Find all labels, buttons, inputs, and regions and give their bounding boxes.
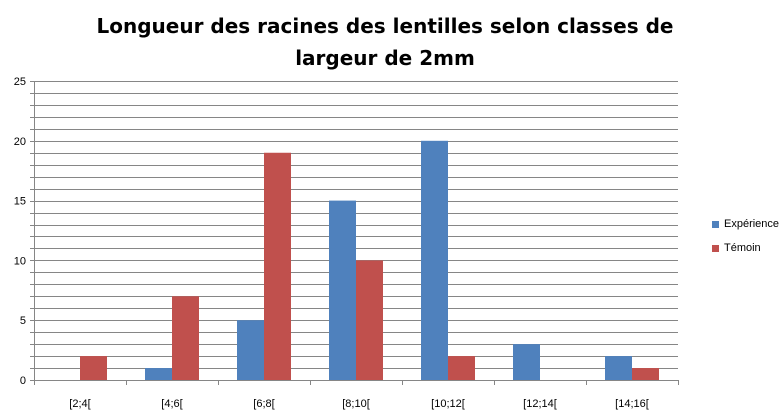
x-axis-ticks: [2;4[ [4;6[ [6;8[ [8;10[ [10;12[ [12;14[ [14;1… [69, 398, 649, 410]
x-tick-label: [4;6[ [161, 398, 182, 410]
legend-label-experience: Expérience [724, 218, 780, 230]
y-tick-label: 5 [20, 315, 26, 327]
bar-temoin [264, 152, 291, 380]
legend-label-temoin: Témoin [724, 242, 761, 254]
legend-item-temoin: Témoin [712, 236, 779, 260]
legend: Expérience Témoin [712, 212, 779, 260]
bar-temoin [172, 296, 199, 380]
bar-experience [513, 344, 540, 380]
bar-experience [145, 368, 172, 380]
bars [80, 140, 659, 380]
x-tick-label: [2;4[ [69, 398, 90, 410]
chart-title: Longueur des racines des lentilles selon… [96, 14, 674, 70]
legend-item-experience: Expérience [712, 212, 779, 236]
y-tick-label: 0 [20, 375, 26, 387]
bar-temoin [80, 356, 107, 380]
x-tick-label: [6;8[ [253, 398, 274, 410]
x-tick-label: [12;14[ [523, 398, 557, 410]
bar-temoin [356, 260, 383, 380]
legend-swatch-temoin [712, 244, 719, 252]
bar-experience [237, 320, 264, 380]
y-tick-label: 20 [14, 136, 26, 148]
bar-temoin [632, 368, 659, 380]
legend-swatch-experience [712, 220, 719, 228]
x-tick-label: [10;12[ [431, 398, 465, 410]
bar-temoin [448, 356, 475, 380]
y-axis-ticks: 0 5 10 15 20 25 [14, 76, 26, 387]
x-tick-label: [8;10[ [342, 398, 370, 410]
x-tick-label: [14;16[ [615, 398, 649, 410]
axes [30, 81, 679, 385]
bar-experience [605, 356, 632, 380]
bar-experience [329, 200, 356, 380]
y-tick-label: 10 [14, 255, 26, 267]
bar-experience [421, 140, 448, 380]
y-tick-label: 15 [14, 196, 26, 208]
y-tick-label: 25 [14, 76, 26, 88]
